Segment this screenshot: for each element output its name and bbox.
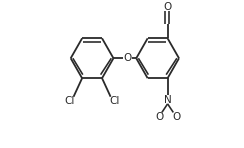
- Text: O: O: [172, 112, 180, 122]
- Text: O: O: [155, 112, 163, 122]
- Text: O: O: [123, 53, 132, 63]
- Text: O: O: [163, 2, 172, 12]
- Text: Cl: Cl: [110, 96, 120, 106]
- Text: Cl: Cl: [64, 96, 74, 106]
- Text: N: N: [164, 95, 172, 105]
